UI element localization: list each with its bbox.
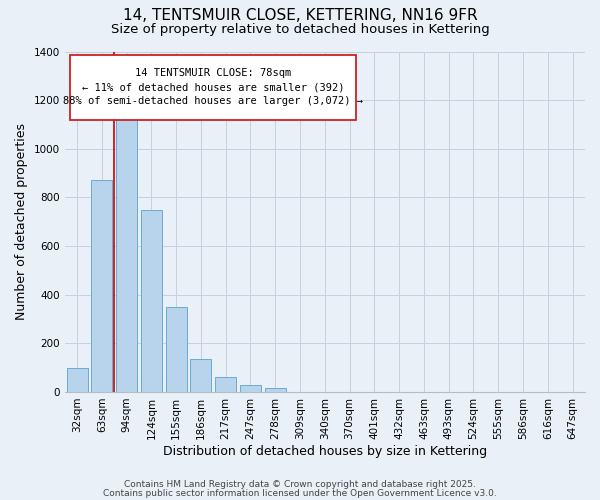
Text: 14, TENTSMUIR CLOSE, KETTERING, NN16 9FR: 14, TENTSMUIR CLOSE, KETTERING, NN16 9FR <box>122 8 478 22</box>
Text: Contains public sector information licensed under the Open Government Licence v3: Contains public sector information licen… <box>103 488 497 498</box>
Bar <box>240 384 261 392</box>
Bar <box>215 378 236 392</box>
Bar <box>116 110 137 392</box>
Bar <box>141 210 162 392</box>
Text: Contains HM Land Registry data © Crown copyright and database right 2025.: Contains HM Land Registry data © Crown c… <box>124 480 476 489</box>
Bar <box>166 307 187 392</box>
FancyBboxPatch shape <box>70 55 356 120</box>
Bar <box>67 368 88 392</box>
Bar <box>190 359 211 392</box>
X-axis label: Distribution of detached houses by size in Kettering: Distribution of detached houses by size … <box>163 444 487 458</box>
Text: Size of property relative to detached houses in Kettering: Size of property relative to detached ho… <box>110 22 490 36</box>
Bar <box>91 180 112 392</box>
Text: 14 TENTSMUIR CLOSE: 78sqm
← 11% of detached houses are smaller (392)
88% of semi: 14 TENTSMUIR CLOSE: 78sqm ← 11% of detac… <box>63 68 363 106</box>
Y-axis label: Number of detached properties: Number of detached properties <box>15 123 28 320</box>
Bar <box>265 388 286 392</box>
